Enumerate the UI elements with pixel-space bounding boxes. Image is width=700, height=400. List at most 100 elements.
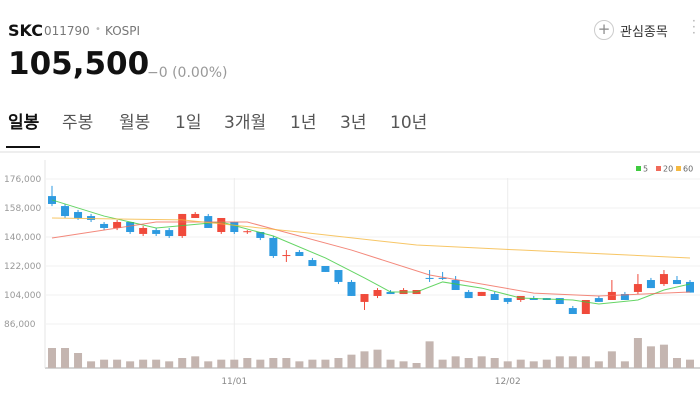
- candle-body: [256, 232, 265, 238]
- candle-body: [594, 298, 603, 302]
- volume-bar: [386, 359, 395, 368]
- volume-bar: [633, 338, 642, 368]
- volume-bar: [373, 349, 382, 368]
- candle-body: [243, 231, 252, 233]
- volume-bar: [308, 359, 317, 368]
- volume-bar: [152, 359, 161, 368]
- volume-bar: [490, 358, 499, 368]
- legend-label: 5: [643, 165, 648, 174]
- volume-bar: [529, 361, 538, 368]
- volume-bar: [347, 354, 356, 368]
- y-tick-label: 140,000: [4, 233, 41, 243]
- volume-bar: [555, 356, 564, 368]
- y-tick-label: 176,000: [4, 175, 41, 185]
- volume-bar: [61, 348, 70, 368]
- y-tick-label: 122,000: [4, 262, 41, 272]
- more-icon[interactable]: · · ·: [692, 14, 696, 40]
- tab[interactable]: 3년: [340, 113, 367, 133]
- candle-body: [165, 230, 174, 237]
- candle-body: [334, 270, 343, 282]
- volume-bar: [686, 359, 694, 368]
- volume-bar: [126, 361, 135, 368]
- candle-body: [61, 206, 70, 217]
- tab[interactable]: 10년: [390, 113, 428, 133]
- separator: •: [95, 24, 101, 35]
- volume-bar: [607, 351, 616, 368]
- volume-bar: [412, 363, 421, 368]
- stock-code: 011790: [44, 24, 90, 38]
- plus-icon[interactable]: +: [594, 20, 614, 40]
- candle-body: [230, 222, 239, 233]
- tab[interactable]: 1일: [175, 113, 202, 133]
- volume-bar: [230, 359, 239, 368]
- moving-average-line: [51, 199, 691, 305]
- candle-body: [686, 281, 694, 293]
- candle-body: [139, 227, 148, 234]
- volume-bar: [282, 358, 291, 368]
- y-tick-label: 158,000: [4, 204, 41, 214]
- active-tab-underline: [6, 146, 40, 148]
- volume-bar: [477, 356, 486, 368]
- watch-button[interactable]: 관심종목: [620, 25, 668, 40]
- volume-bar: [399, 361, 408, 368]
- volume-bar: [594, 361, 603, 368]
- volume-bar: [438, 359, 447, 368]
- candle-body: [269, 237, 278, 257]
- volume-bar: [256, 359, 265, 368]
- candle-body: [113, 222, 122, 228]
- y-tick-label: 104,000: [4, 291, 41, 301]
- volume-bar: [217, 359, 226, 368]
- volume-bar: [464, 358, 473, 368]
- candle-body: [295, 251, 304, 257]
- y-tick-label: 86,000: [4, 320, 36, 330]
- candle-body: [87, 216, 96, 220]
- candle-body: [607, 291, 616, 300]
- moving-average-line: [51, 217, 691, 259]
- candle-body: [386, 291, 395, 295]
- legend-label: 20: [663, 165, 673, 174]
- stock-name: SKC: [8, 21, 43, 40]
- tab[interactable]: 주봉: [62, 113, 94, 133]
- legend-swatch: [676, 166, 681, 171]
- legend-swatch: [636, 166, 641, 171]
- candle-body: [74, 212, 83, 218]
- candle-body: [282, 255, 291, 257]
- tab[interactable]: 월봉: [119, 113, 151, 133]
- volume-bar: [204, 361, 213, 368]
- candle-body: [347, 281, 356, 296]
- candle-body: [659, 274, 668, 285]
- volume-bar: [295, 361, 304, 368]
- volume-bar: [672, 358, 681, 368]
- candle-body: [438, 277, 447, 279]
- volume-bar: [74, 353, 83, 368]
- x-tick-label: 12/02: [495, 377, 521, 387]
- candle-body: [620, 294, 629, 300]
- legend-swatch: [656, 166, 661, 171]
- candle-body: [321, 266, 330, 272]
- volume-bar: [100, 359, 109, 368]
- volume-bar: [269, 358, 278, 368]
- volume-bar: [87, 361, 96, 368]
- volume-bar: [503, 361, 512, 368]
- candle-body: [360, 294, 369, 302]
- candle-body: [477, 291, 486, 296]
- candle-body: [581, 299, 590, 315]
- candle-body: [178, 213, 187, 237]
- volume-bar: [113, 359, 122, 368]
- candle-body: [191, 213, 200, 218]
- market: KOSPI: [105, 24, 141, 38]
- tab[interactable]: 일봉: [8, 113, 40, 133]
- candle-body: [451, 280, 460, 291]
- volume-bar: [659, 344, 668, 368]
- tab[interactable]: 1년: [290, 113, 317, 133]
- candle-body: [633, 284, 642, 292]
- candle-body: [646, 280, 655, 289]
- candle-body: [672, 280, 681, 285]
- tab[interactable]: 3개월: [224, 113, 267, 133]
- volume-bar: [165, 361, 174, 368]
- moving-average-line: [51, 221, 691, 297]
- volume-bar: [334, 358, 343, 368]
- volume-bar: [620, 361, 629, 368]
- candle-body: [373, 290, 382, 296]
